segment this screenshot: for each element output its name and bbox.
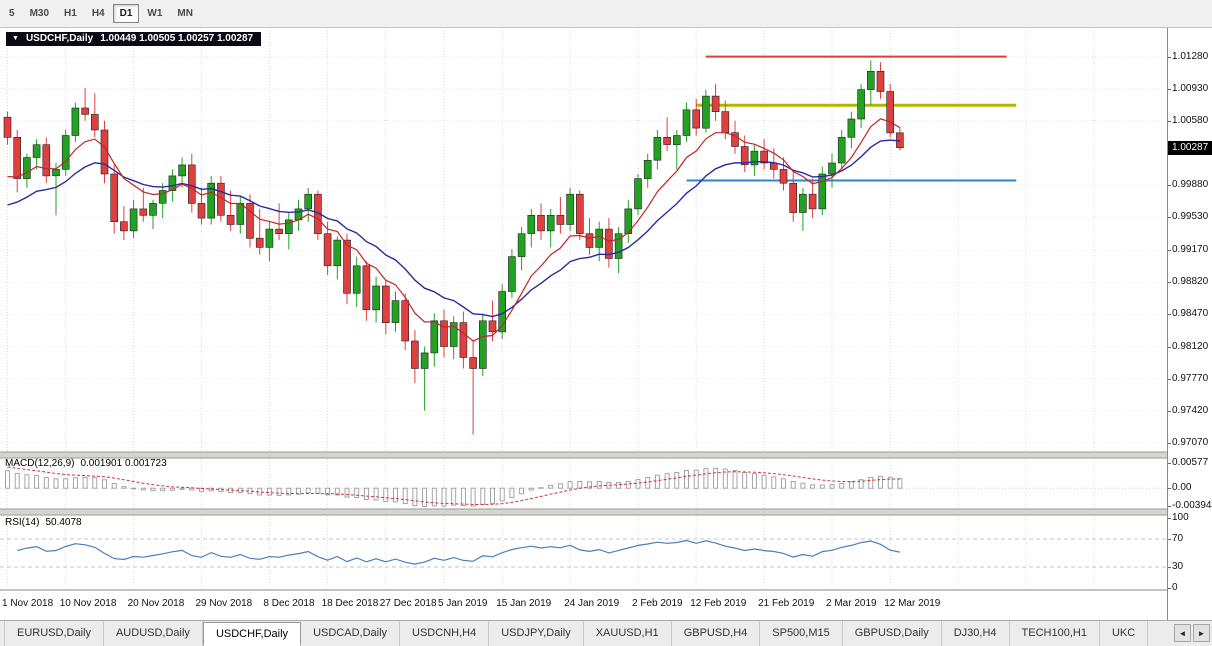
tab-scroll-left-button[interactable]: ◄ (1174, 624, 1191, 642)
price-tick-label: 0.97070 (1167, 436, 1209, 448)
macd-indicator-label: MACD(12,26,9) 0.001901 0.001723 (5, 458, 167, 469)
rsi-scale-label: 100 (1168, 512, 1189, 523)
rsi-scale-label: 0 (1168, 582, 1178, 593)
date-axis-label: 24 Jan 2019 (564, 598, 619, 609)
date-axis-label: 21 Feb 2019 (758, 598, 815, 609)
timeframe-button-mn[interactable]: MN (170, 4, 200, 23)
timeframe-button-d1[interactable]: D1 (112, 4, 140, 23)
date-axis-label: 10 Nov 2018 (60, 598, 117, 609)
chart-tab-dj30[interactable]: DJ30,H4 (942, 621, 1010, 646)
symbol-timeframe-label: USDCHF,Daily (25, 33, 94, 44)
price-tick-label: 1.01280 (1167, 50, 1209, 62)
timeframe-button-h1[interactable]: H1 (57, 4, 84, 23)
macd-current-values: 0.001901 0.001723 (80, 458, 167, 469)
chart-tab-eurusd[interactable]: EURUSD,Daily (4, 621, 104, 646)
date-axis-label: 20 Nov 2018 (128, 598, 185, 609)
chart-tab-audusd[interactable]: AUDUSD,Daily (104, 621, 203, 646)
chart-region: 1 Nov 2018 10 Nov 2018 20 Nov 2018 29 Nov 2… (0, 28, 1212, 620)
rsi-indicator-label: RSI(14) 50.4078 (5, 517, 82, 528)
tab-scroll-arrows: ◄ ► (1174, 624, 1210, 642)
date-axis-label: 2 Feb 2019 (632, 598, 683, 609)
date-axis-label: 12 Feb 2019 (690, 598, 747, 609)
price-chart-canvas[interactable]: 1 Nov 2018 10 Nov 2018 20 Nov 2018 29 Nov 2… (0, 28, 1167, 620)
macd-scale-label: 0.00 (1167, 482, 1192, 494)
chart-tab-gbpusd[interactable]: GBPUSD,Daily (843, 621, 942, 646)
price-tick-label: 0.97770 (1167, 372, 1209, 384)
price-tick-label: 0.99880 (1167, 179, 1209, 191)
timeframe-button-5[interactable]: 5 (2, 4, 22, 23)
price-scale[interactable]: 1.01280 1.00930 1.00580 0.99880 0.99530 0.991… (1167, 28, 1212, 620)
price-tick-label: 0.99530 (1167, 211, 1209, 223)
one-click-trading-arrow-icon[interactable]: ▼ (12, 35, 19, 42)
price-tick-label: 0.97420 (1167, 404, 1209, 416)
timeframe-button-m30[interactable]: M30 (23, 4, 56, 23)
rsi-scale-label: 30 (1167, 561, 1184, 572)
rsi-name: RSI(14) (5, 517, 40, 528)
date-axis-label: 5 Jan 2019 (438, 598, 488, 609)
date-axis-label: 27 Dec 2018 (380, 598, 437, 609)
timeframe-button-w1[interactable]: W1 (140, 4, 169, 23)
chart-tab-usdjpy[interactable]: USDJPY,Daily (489, 621, 584, 646)
date-axis-label: 12 Mar 2019 (884, 598, 941, 609)
tab-scroll-right-button[interactable]: ► (1193, 624, 1210, 642)
timeframe-toolbar: 5 M30 H1 H4 D1 W1 MN (0, 0, 1212, 28)
price-tick-label: 0.98120 (1167, 340, 1209, 352)
macd-name: MACD(12,26,9) (5, 458, 75, 469)
price-tick-label: 0.98470 (1167, 308, 1209, 320)
chart-tab-ukc[interactable]: UKC (1100, 621, 1149, 646)
timeframe-button-h4[interactable]: H4 (85, 4, 112, 23)
date-axis-label: 2 Mar 2019 (826, 598, 877, 609)
date-axis-label: 1 Nov 2018 (2, 598, 54, 609)
price-tick-label: 0.98820 (1167, 276, 1209, 288)
macd-scale-label: 0.00577 (1167, 456, 1209, 468)
current-price-box: 1.00287 (1168, 140, 1212, 155)
price-tick-label: 0.99170 (1167, 244, 1209, 256)
chart-tab-sp500[interactable]: SP500,M15 (760, 621, 843, 646)
chart-tabs-bar: EURUSD,Daily AUDUSD,Daily USDCHF,Daily USDC… (0, 620, 1212, 646)
date-axis-label: 15 Jan 2019 (496, 598, 551, 609)
rsi-scale-label: 70 (1167, 533, 1184, 544)
chart-title: ▼ USDCHF,Daily 1.00449 1.00505 1.00257 1… (6, 32, 262, 46)
date-axis-label: 18 Dec 2018 (322, 598, 379, 609)
rsi-current-value: 50.4078 (45, 517, 82, 528)
chart-tab-usdcad[interactable]: USDCAD,Daily (301, 621, 401, 646)
chart-tab-tech100[interactable]: TECH100,H1 (1010, 621, 1100, 646)
chart-tab-usdcnh[interactable]: USDCNH,H4 (400, 621, 490, 646)
chart-tab-gbpusd[interactable]: GBPUSD,H4 (672, 621, 761, 646)
date-axis-label: 29 Nov 2018 (196, 598, 253, 609)
chart-tab-usdchf[interactable]: USDCHF,Daily (202, 622, 302, 646)
date-axis-label: 8 Dec 2018 (263, 598, 315, 609)
macd-scale-label: -0.003944 (1167, 500, 1212, 511)
price-tick-label: 1.00930 (1167, 82, 1209, 94)
ohlc-values: 1.00449 1.00505 1.00257 1.00287 (100, 33, 254, 44)
chart-tab-xauusd[interactable]: XAUUSD,H1 (584, 621, 672, 646)
price-tick-label: 1.00580 (1167, 114, 1209, 126)
